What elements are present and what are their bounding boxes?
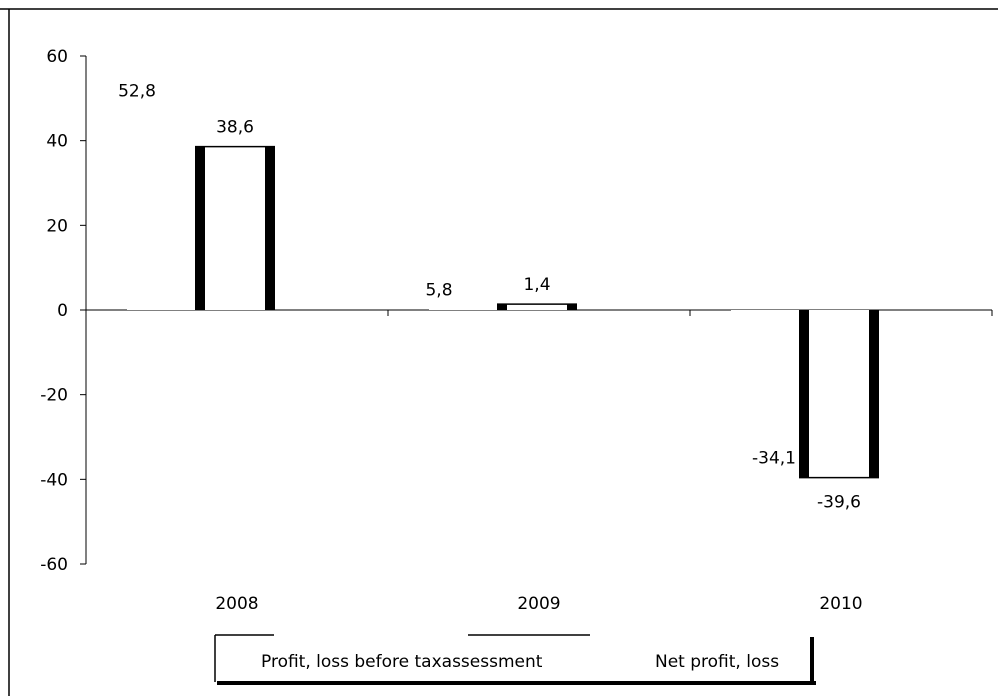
legend: Profit, loss before taxassessment Net pr… — [214, 634, 816, 685]
bar-series-2-edge-right — [869, 310, 879, 478]
category-labels: 2008 2009 2010 — [215, 594, 862, 614]
bars — [127, 86, 879, 479]
y-tick-label: -60 — [40, 555, 68, 575]
data-label-series-1: 52,8 — [118, 81, 156, 101]
data-label-series-2: 38,6 — [216, 118, 254, 138]
category-label: 2008 — [215, 594, 258, 614]
bar-series-2-edge-right — [567, 304, 577, 310]
data-labels: 52,8 38,6 5,8 1,4 -34,1 -39,6 — [118, 81, 861, 512]
bar-series-2 — [497, 304, 577, 310]
data-label-series-1: 5,8 — [425, 280, 452, 300]
legend-label-series-1: Profit, loss before taxassessment — [261, 652, 543, 672]
bar-series-2 — [799, 310, 879, 478]
bar-series-1 — [731, 310, 811, 455]
data-label-series-1: -34,1 — [752, 448, 796, 468]
bar-series-2-edge-left — [799, 310, 809, 478]
y-tick-label: 40 — [46, 132, 68, 152]
bar-series-2 — [195, 146, 275, 310]
data-label-series-2: -39,6 — [817, 493, 861, 513]
legend-label-series-2: Net profit, loss — [655, 652, 779, 672]
y-axis-ticks: 60 40 20 0 -20 -40 -60 — [40, 47, 86, 575]
data-label-series-2: 1,4 — [523, 275, 550, 295]
bar-series-1 — [429, 285, 509, 310]
bar-series-2-edge-left — [195, 146, 205, 310]
category-label: 2010 — [819, 594, 862, 614]
y-tick-label: -20 — [40, 386, 68, 406]
y-tick-label: 20 — [46, 216, 68, 236]
bar-series-2-edge-right — [265, 146, 275, 310]
bar-series-2-edge-left — [497, 304, 507, 310]
y-tick-label: 0 — [57, 301, 68, 321]
category-label: 2009 — [517, 594, 560, 614]
y-tick-label: 60 — [46, 47, 68, 67]
y-tick-label: -40 — [40, 470, 68, 490]
bar-series-1 — [127, 86, 207, 310]
